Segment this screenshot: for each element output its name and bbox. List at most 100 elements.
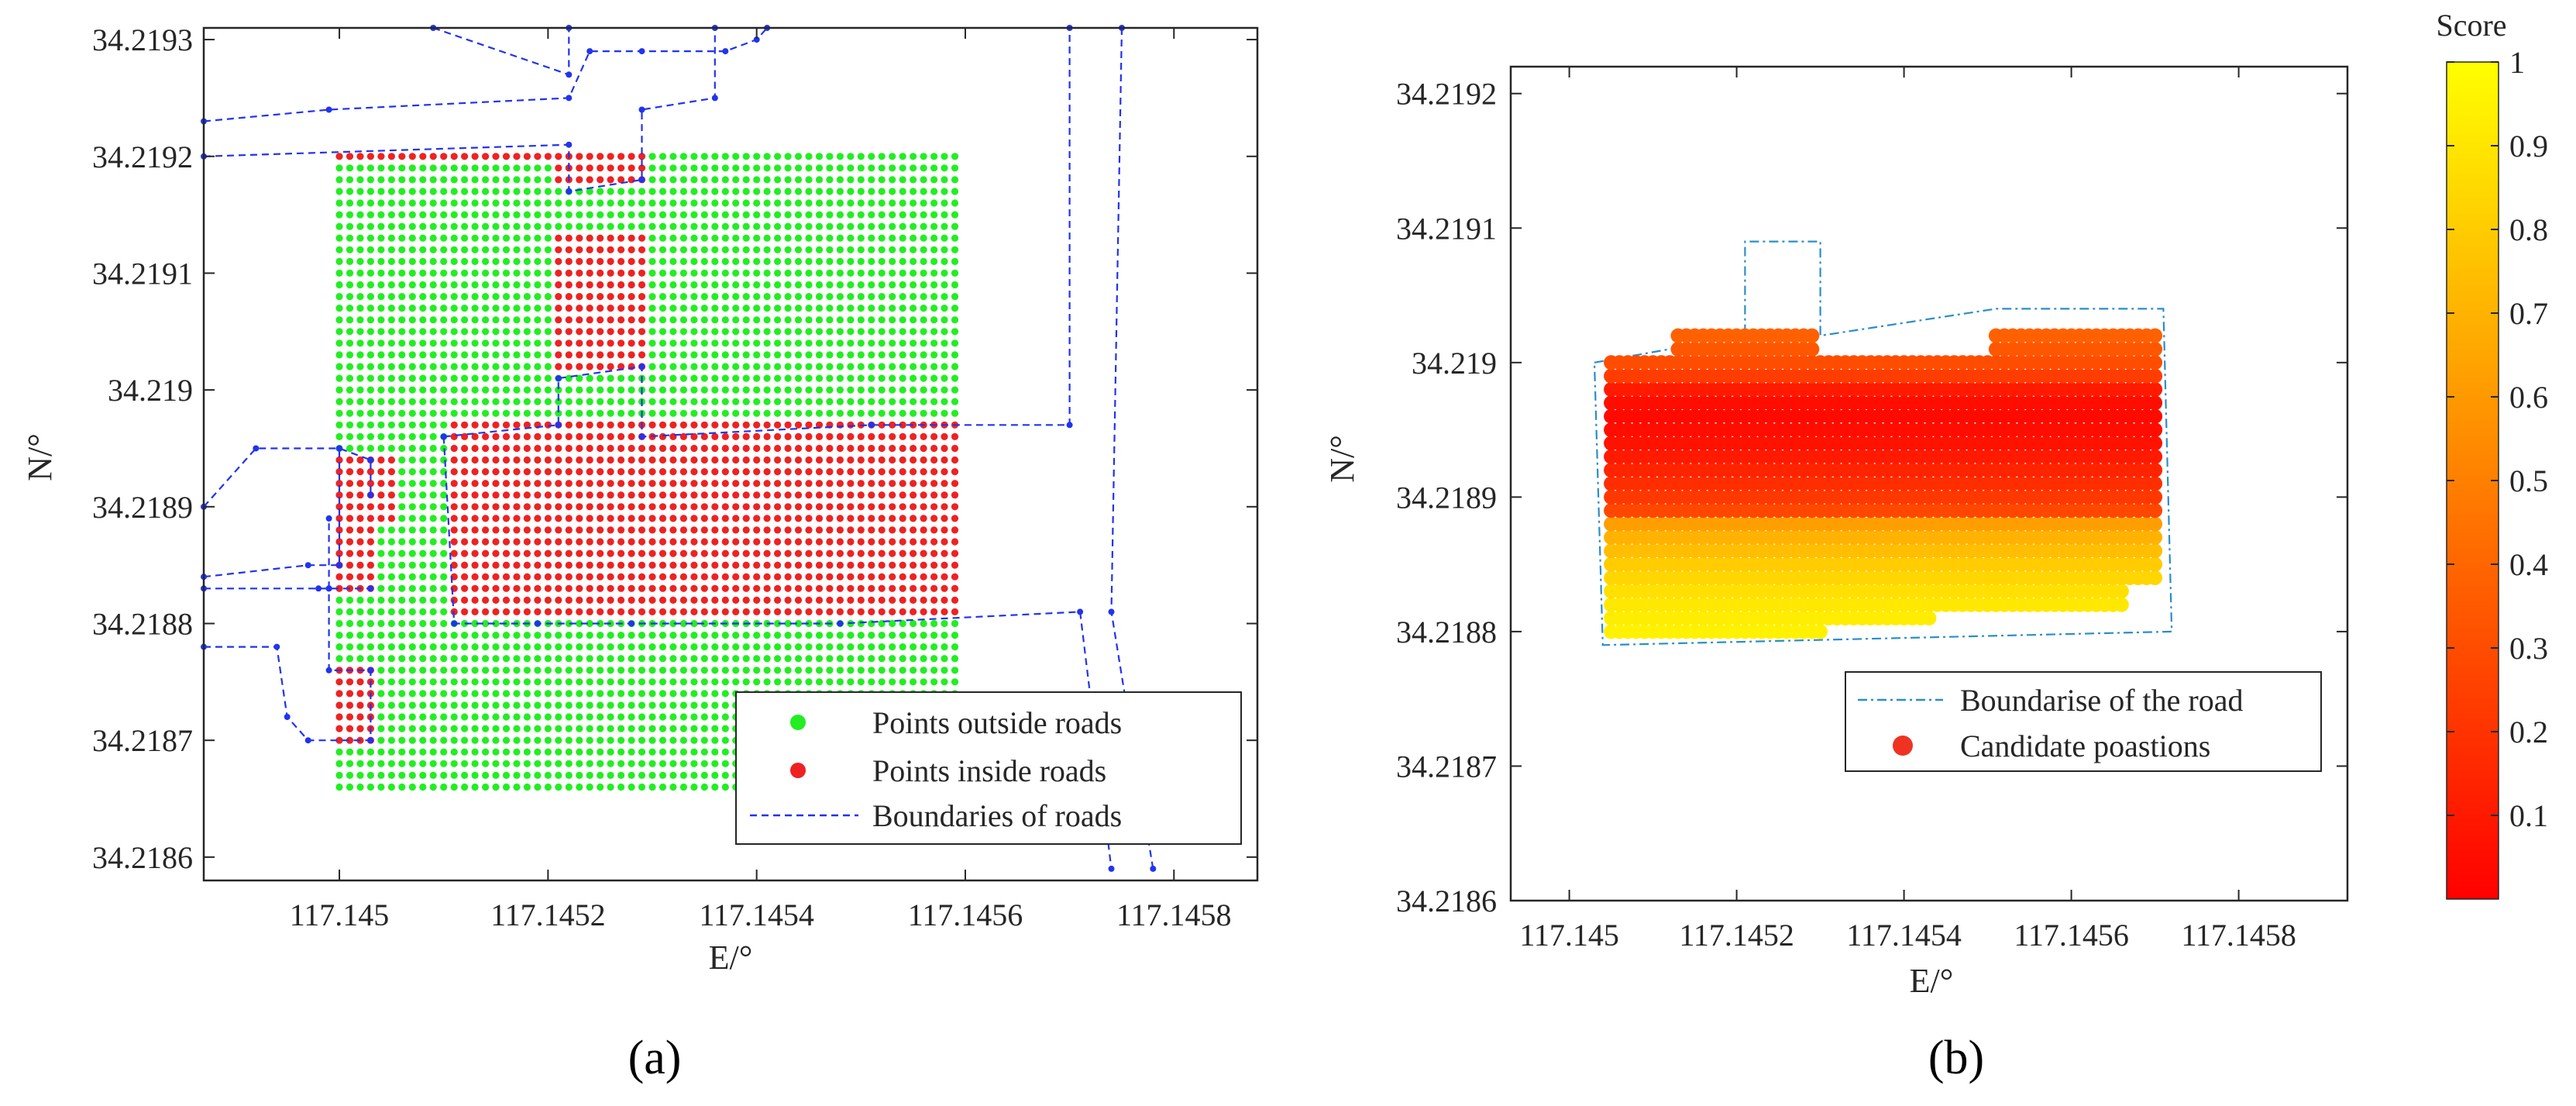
point-inside-road [784, 432, 792, 441]
point-outside-road [482, 351, 490, 359]
legend-inside-marker [790, 763, 806, 778]
point-outside-road [617, 748, 625, 756]
point-outside-road [429, 199, 437, 207]
point-outside-road [847, 234, 855, 242]
point-inside-road [513, 538, 521, 546]
point-inside-road [586, 608, 593, 616]
point-outside-road [429, 456, 437, 464]
point-outside-road [669, 199, 677, 207]
point-inside-road [836, 608, 844, 616]
point-outside-road [366, 176, 374, 184]
point-outside-road [346, 386, 354, 394]
point-outside-road [513, 363, 521, 370]
point-outside-road [492, 386, 500, 394]
point-inside-road [930, 432, 938, 441]
point-outside-road [513, 164, 521, 172]
point-outside-road [951, 257, 959, 265]
point-outside-road [941, 328, 948, 336]
point-outside-road [815, 281, 824, 289]
point-inside-road [920, 526, 927, 534]
point-inside-road [597, 153, 604, 160]
point-outside-road [868, 246, 875, 253]
point-inside-road [753, 421, 761, 429]
point-outside-road [586, 643, 593, 651]
point-outside-road [471, 328, 479, 336]
point-outside-road [356, 222, 364, 230]
point-outside-road [523, 257, 531, 265]
point-outside-road [534, 678, 542, 686]
point-outside-road [513, 736, 521, 744]
point-outside-road [753, 363, 761, 370]
point-outside-road [868, 351, 875, 359]
point-inside-road [941, 561, 948, 569]
point-outside-road [857, 374, 865, 382]
point-outside-road [721, 374, 729, 382]
point-inside-road [471, 526, 479, 534]
point-outside-road [868, 409, 875, 417]
point-outside-road [471, 619, 479, 628]
point-inside-road [878, 550, 886, 557]
point-inside-road [513, 573, 521, 581]
point-outside-road [721, 398, 729, 405]
point-outside-road [857, 257, 865, 265]
point-outside-road [450, 351, 458, 359]
point-outside-road [523, 199, 531, 207]
point-inside-road [868, 432, 875, 441]
point-inside-road [648, 526, 656, 534]
point-outside-road [659, 199, 667, 207]
point-inside-road [523, 480, 531, 488]
point-outside-road [774, 246, 782, 253]
point-outside-road [690, 386, 698, 394]
point-outside-road [513, 176, 521, 184]
point-outside-road [826, 188, 834, 195]
point-outside-road [690, 643, 698, 651]
point-outside-road [419, 725, 427, 732]
point-outside-road [690, 748, 698, 756]
point-inside-road [763, 468, 771, 476]
point-inside-road [628, 573, 635, 581]
point-inside-road [847, 503, 855, 511]
point-inside-road [607, 468, 614, 476]
point-inside-road [815, 432, 824, 441]
point-outside-road [408, 293, 416, 301]
x-tick-label: 117.1452 [490, 898, 606, 932]
point-inside-road [366, 503, 374, 511]
point-inside-road [784, 456, 792, 464]
point-outside-road [502, 632, 511, 639]
point-outside-road [700, 153, 708, 160]
point-outside-road [544, 211, 552, 219]
point-outside-road [732, 316, 740, 324]
point-outside-road [513, 339, 521, 347]
point-outside-road [408, 339, 416, 347]
point-inside-road [669, 491, 677, 499]
point-outside-road [847, 176, 855, 184]
point-inside-road [732, 526, 740, 534]
point-inside-road [784, 561, 792, 569]
point-outside-road [669, 339, 677, 347]
point-inside-road [711, 468, 719, 476]
point-outside-road [732, 667, 740, 674]
point-inside-road [815, 491, 824, 499]
point-inside-road [836, 561, 844, 569]
point-outside-road [387, 432, 395, 441]
point-inside-road [805, 561, 813, 569]
point-outside-road [544, 678, 552, 686]
point-inside-road [513, 421, 521, 429]
point-inside-road [335, 456, 343, 464]
point-inside-road [774, 538, 782, 546]
point-outside-road [711, 632, 719, 639]
point-outside-road [659, 678, 667, 686]
point-inside-road [461, 596, 469, 605]
point-outside-road [387, 760, 395, 767]
point-outside-road [669, 386, 677, 394]
point-outside-road [899, 374, 906, 382]
point-inside-road [910, 573, 917, 581]
point-outside-road [847, 655, 855, 663]
point-outside-road [679, 760, 688, 767]
point-outside-road [523, 736, 531, 744]
point-inside-road [356, 690, 364, 698]
point-inside-road [794, 550, 803, 557]
point-outside-road [523, 328, 531, 336]
point-inside-road [711, 550, 719, 557]
point-outside-road [419, 468, 427, 476]
